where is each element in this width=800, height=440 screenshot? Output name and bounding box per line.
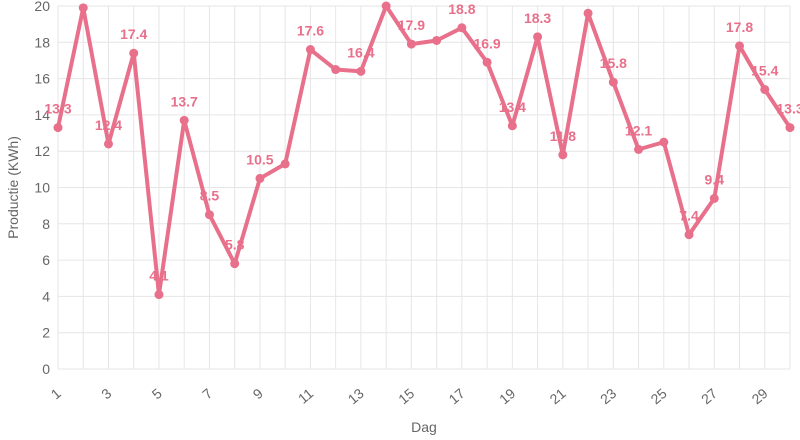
data-point[interactable] bbox=[785, 123, 795, 133]
data-label: 13.3 bbox=[776, 101, 800, 117]
data-point[interactable] bbox=[583, 8, 593, 18]
y-tick-label: 10 bbox=[34, 180, 50, 196]
series-group bbox=[53, 1, 795, 300]
x-tick-label: 7 bbox=[199, 385, 215, 402]
data-point[interactable] bbox=[634, 144, 644, 154]
x-tick-label: 3 bbox=[98, 385, 114, 402]
y-tick-label: 8 bbox=[42, 216, 50, 232]
data-point[interactable] bbox=[709, 193, 719, 203]
data-point[interactable] bbox=[432, 35, 442, 45]
data-point[interactable] bbox=[255, 173, 265, 183]
data-point[interactable] bbox=[129, 48, 139, 58]
data-point[interactable] bbox=[760, 84, 770, 94]
data-label: 18.3 bbox=[524, 10, 551, 26]
data-point[interactable] bbox=[558, 150, 568, 160]
x-tick-label: 21 bbox=[547, 385, 569, 407]
data-label: 10.5 bbox=[246, 151, 273, 167]
data-point[interactable] bbox=[684, 230, 694, 240]
y-tick-label: 18 bbox=[34, 34, 50, 50]
data-label: 12.1 bbox=[625, 122, 652, 138]
data-label: 8.5 bbox=[200, 188, 220, 204]
x-tick-label: 5 bbox=[149, 385, 165, 402]
data-point[interactable] bbox=[381, 1, 391, 11]
data-label: 17.6 bbox=[297, 23, 324, 39]
data-point[interactable] bbox=[280, 159, 290, 169]
data-label: 18.8 bbox=[448, 1, 475, 17]
x-axis-title: Dag bbox=[411, 419, 437, 435]
data-label: 13.3 bbox=[44, 101, 71, 117]
data-labels: 13.3 12.4 17.4 4.1 13.7 8.5 5.8 10.5 17.6 16.4 17.… bbox=[44, 1, 800, 284]
x-tick-label: 9 bbox=[250, 385, 266, 402]
x-tick-label: 15 bbox=[395, 385, 417, 407]
x-tick-label: 11 bbox=[295, 385, 317, 407]
x-tick-label: 29 bbox=[748, 385, 770, 407]
x-tick-label: 13 bbox=[345, 385, 367, 407]
data-label: 16.9 bbox=[473, 35, 500, 51]
data-label: 7.4 bbox=[679, 208, 699, 224]
data-label: 17.4 bbox=[120, 26, 147, 42]
data-point[interactable] bbox=[482, 57, 492, 67]
y-tick-label: 12 bbox=[34, 143, 50, 159]
data-label: 5.8 bbox=[225, 237, 245, 253]
data-point[interactable] bbox=[457, 23, 467, 33]
data-point[interactable] bbox=[53, 123, 63, 133]
data-point[interactable] bbox=[406, 39, 416, 49]
x-tick-label: 19 bbox=[496, 385, 518, 407]
data-label: 16.4 bbox=[347, 44, 374, 60]
x-tick-label: 25 bbox=[648, 385, 670, 407]
y-tick-label: 4 bbox=[42, 288, 50, 304]
data-label: 17.9 bbox=[398, 17, 425, 33]
data-point[interactable] bbox=[735, 41, 745, 51]
x-axis-ticks: 1 3 5 7 9 11 13 15 17 19 21 23 25 27 29 bbox=[48, 385, 771, 407]
data-point[interactable] bbox=[154, 290, 164, 300]
grid-lines bbox=[57, 5, 791, 370]
y-tick-label: 2 bbox=[42, 325, 50, 341]
y-tick-label: 0 bbox=[42, 361, 50, 377]
y-tick-label: 16 bbox=[34, 71, 50, 87]
y-tick-label: 20 bbox=[34, 0, 50, 14]
y-axis-title: Productie (KWh) bbox=[5, 136, 21, 239]
data-label: 11.8 bbox=[550, 128, 577, 144]
data-label: 9.4 bbox=[705, 171, 725, 187]
x-tick-label: 27 bbox=[698, 385, 720, 407]
y-tick-label: 6 bbox=[42, 252, 50, 268]
data-point[interactable] bbox=[179, 115, 189, 125]
series-line bbox=[56, 4, 792, 297]
data-label: 15.8 bbox=[600, 55, 627, 71]
data-label: 13.4 bbox=[499, 99, 526, 115]
data-label: 17.8 bbox=[726, 19, 753, 35]
data-point[interactable] bbox=[608, 77, 618, 87]
data-label: 4.1 bbox=[149, 268, 169, 284]
data-point[interactable] bbox=[230, 259, 240, 269]
data-point[interactable] bbox=[331, 65, 341, 75]
data-point[interactable] bbox=[533, 32, 543, 42]
data-label: 12.4 bbox=[95, 117, 122, 133]
y-tick-label: 14 bbox=[34, 107, 50, 123]
data-point[interactable] bbox=[507, 121, 517, 131]
data-point[interactable] bbox=[305, 45, 315, 55]
data-point[interactable] bbox=[78, 3, 88, 13]
x-tick-label: 1 bbox=[48, 385, 64, 402]
data-point[interactable] bbox=[103, 139, 113, 149]
data-label: 13.7 bbox=[171, 93, 198, 109]
data-point[interactable] bbox=[659, 137, 669, 147]
data-label: 15.4 bbox=[751, 62, 778, 78]
x-tick-label: 17 bbox=[446, 385, 468, 407]
data-point[interactable] bbox=[356, 66, 366, 76]
x-tick-label: 23 bbox=[597, 385, 619, 407]
y-axis-ticks: 0 2 4 6 8 10 12 14 16 18 20 bbox=[34, 0, 50, 377]
data-point[interactable] bbox=[204, 210, 214, 220]
